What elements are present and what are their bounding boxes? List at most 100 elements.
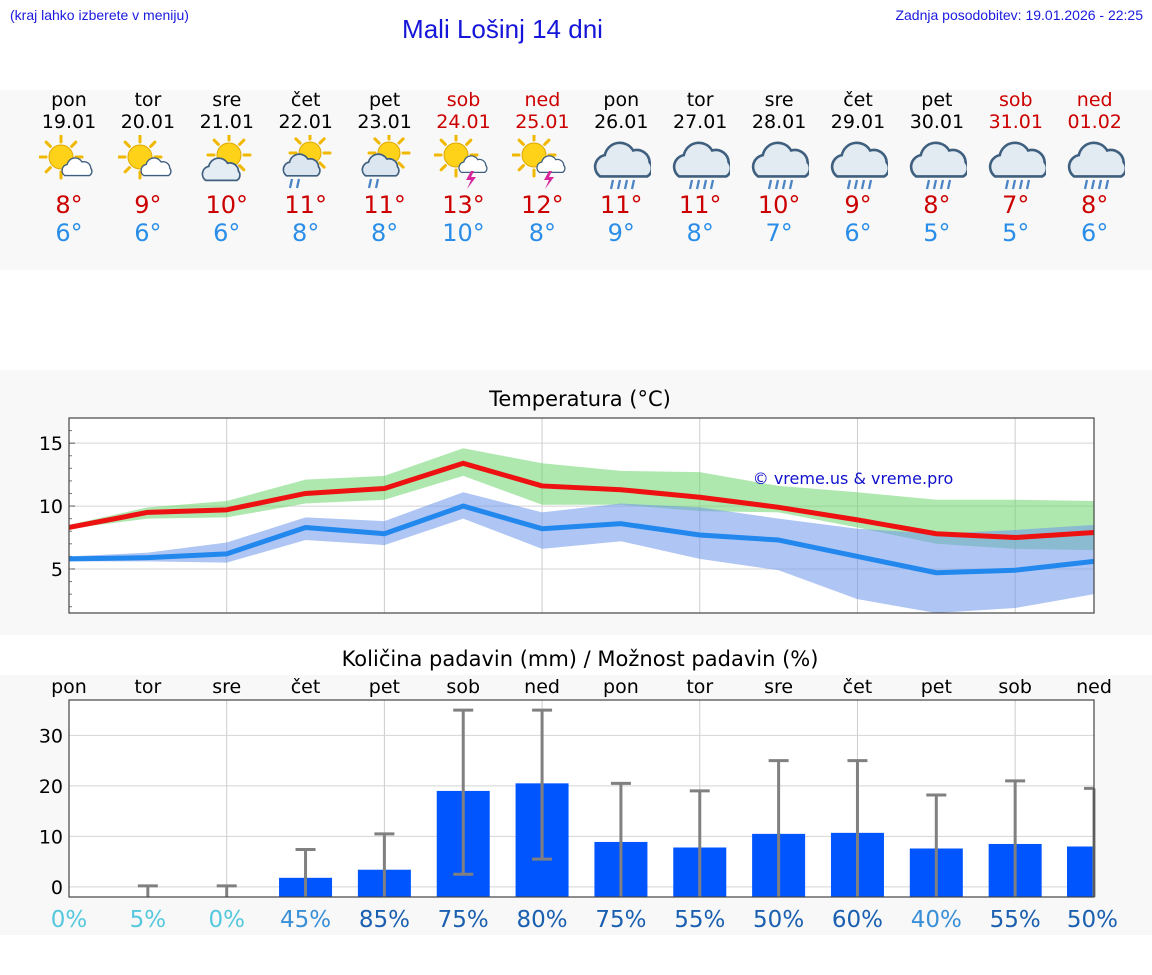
cloud-shape bbox=[830, 141, 888, 178]
sun-shape bbox=[433, 135, 478, 178]
category-label: ned bbox=[524, 676, 560, 698]
day-name: pon bbox=[603, 89, 640, 111]
uncertainty-band-min bbox=[69, 492, 1094, 613]
cloud-shape bbox=[61, 157, 93, 177]
day-date: 28.01 bbox=[751, 111, 807, 133]
max-temperature: 11° bbox=[363, 191, 406, 219]
rain-drops bbox=[610, 179, 636, 190]
probability-label: 80% bbox=[517, 907, 568, 933]
sun-rain-icon bbox=[345, 135, 425, 191]
rain-cloud-icon bbox=[739, 135, 819, 191]
watermark: © vreme.us & vreme.pro bbox=[753, 469, 954, 488]
max-temperature: 7° bbox=[1002, 191, 1030, 219]
sun-thunder-icon bbox=[424, 135, 504, 191]
rain-drops bbox=[925, 179, 952, 190]
plot-frame bbox=[68, 417, 1095, 614]
series-line-max bbox=[68, 460, 1095, 541]
y-tick-label: 15 bbox=[39, 433, 63, 455]
probability-label: 55% bbox=[990, 907, 1041, 933]
precip-bar bbox=[1067, 846, 1094, 897]
day-date: 21.01 bbox=[199, 111, 254, 133]
max-temperature: 8° bbox=[923, 191, 951, 219]
min-temperature: 7° bbox=[765, 219, 793, 247]
probability-label: 40% bbox=[911, 907, 962, 933]
min-temperature: 8° bbox=[528, 219, 557, 247]
lightning-bolt bbox=[465, 171, 476, 189]
day-forecast: sob 24.01 13° 10° bbox=[424, 89, 504, 247]
y-tick-label: 5 bbox=[51, 559, 63, 581]
probability-label: 50% bbox=[1067, 907, 1118, 933]
category-label: sob bbox=[998, 676, 1032, 698]
sun-rain-icon bbox=[266, 135, 346, 191]
rain-cloud-icon bbox=[660, 135, 740, 191]
day-date: 01.02 bbox=[1067, 111, 1122, 133]
rain-cloud-icon bbox=[976, 135, 1056, 191]
day-name: čet bbox=[843, 89, 873, 111]
probability-label: 5% bbox=[130, 907, 167, 933]
location-menu-hint: (kraj lahko izberete v meniju) bbox=[10, 7, 189, 23]
category-label: sre bbox=[764, 676, 793, 698]
min-temperature: 5° bbox=[923, 219, 951, 247]
day-name: pon bbox=[51, 89, 87, 111]
cloud-shape bbox=[201, 157, 241, 182]
category-label: sob bbox=[446, 676, 480, 698]
page-title: Mali Lošinj 14 dni bbox=[402, 14, 603, 44]
cloud-shape bbox=[594, 141, 652, 178]
day-name: sre bbox=[212, 89, 242, 111]
probability-label: 85% bbox=[359, 907, 410, 933]
probability-label: 50% bbox=[753, 907, 804, 933]
rain-drops bbox=[689, 179, 715, 190]
rain-drops bbox=[767, 179, 794, 190]
day-forecast: tor 20.01 9° 6° bbox=[108, 89, 188, 247]
sun-cloud-icon bbox=[108, 135, 188, 191]
y-tick-label: 0 bbox=[51, 877, 63, 899]
cloud-shape bbox=[536, 155, 566, 174]
sun-cloud-icon bbox=[29, 135, 109, 191]
sun-thunder-icon bbox=[502, 135, 582, 191]
last-update: Zadnja posodobitev: 19.01.2026 - 22:25 bbox=[895, 7, 1143, 23]
day-date: 22.01 bbox=[278, 111, 333, 133]
day-forecast: čet 29.01 9° 6° bbox=[818, 89, 898, 247]
min-temperature: 6° bbox=[1081, 219, 1109, 247]
min-temperature: 6° bbox=[844, 219, 872, 247]
rain-drops bbox=[288, 178, 300, 189]
rain-drops bbox=[1083, 179, 1109, 190]
y-tick-label: 10 bbox=[39, 826, 63, 848]
max-temperature: 11° bbox=[678, 191, 722, 219]
probability-label: 75% bbox=[595, 907, 646, 933]
min-temperature: 10° bbox=[442, 219, 485, 247]
min-temperature: 8° bbox=[292, 219, 320, 247]
day-name: čet bbox=[290, 89, 321, 111]
day-date: 26.01 bbox=[594, 111, 649, 133]
day-forecast: sob 31.01 7° 5° bbox=[976, 89, 1056, 247]
cloud-shape bbox=[1067, 141, 1125, 178]
min-temperature: 6° bbox=[213, 219, 241, 247]
uncertainty-band-max bbox=[69, 448, 1094, 551]
day-name: ned bbox=[1076, 89, 1113, 111]
max-temperature: 8° bbox=[1081, 191, 1109, 219]
precipitation-chart-title: Količina padavin (mm) / Možnost padavin … bbox=[341, 647, 819, 671]
cloud-shape bbox=[140, 157, 172, 177]
category-label: pon bbox=[603, 676, 639, 698]
max-temperature: 11° bbox=[600, 191, 643, 219]
day-forecast: pet 30.01 8° 5° bbox=[897, 89, 977, 247]
cloud-shape bbox=[361, 153, 400, 177]
day-date: 25.01 bbox=[515, 111, 570, 133]
y-tick-label: 30 bbox=[39, 725, 63, 747]
max-temperature: 9° bbox=[844, 191, 872, 219]
cloud-shape bbox=[751, 141, 810, 178]
day-date: 20.01 bbox=[120, 111, 176, 133]
category-label: sre bbox=[212, 676, 241, 698]
max-temperature: 10° bbox=[205, 191, 249, 219]
max-temperature: 11° bbox=[284, 191, 327, 219]
cloud-shape bbox=[672, 141, 731, 178]
max-temperature: 10° bbox=[757, 191, 801, 219]
category-label: pon bbox=[51, 676, 87, 698]
day-name: pet bbox=[368, 89, 401, 111]
max-temperature: 8° bbox=[55, 191, 83, 219]
day-forecast: pon 26.01 11° 9° bbox=[581, 89, 661, 247]
min-temperature: 9° bbox=[607, 219, 635, 247]
day-name: sob bbox=[446, 89, 481, 111]
sun-shape bbox=[512, 135, 557, 178]
rain-drops bbox=[846, 179, 873, 190]
